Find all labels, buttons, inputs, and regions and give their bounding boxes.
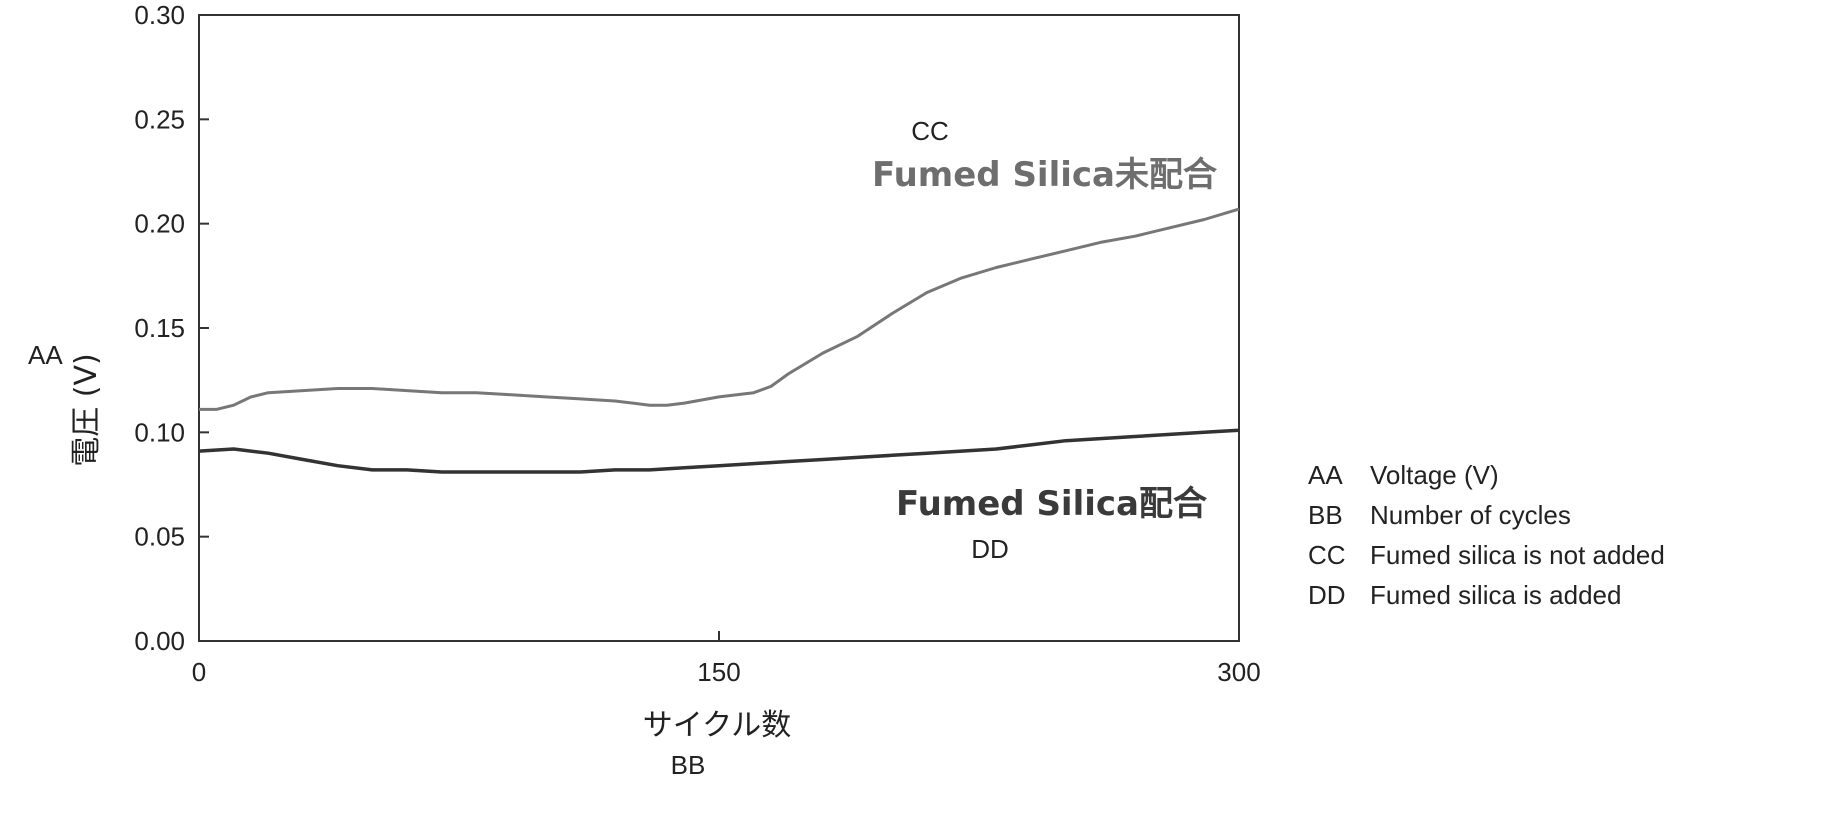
key-code: CC	[1308, 535, 1370, 575]
series-label-dd: Fumed Silica配合	[896, 484, 1207, 524]
key-row-cc: CC Fumed silica is not added	[1308, 535, 1665, 575]
series-lines	[199, 209, 1239, 472]
x-tick-label: 150	[697, 657, 740, 687]
series-code-dd: DD	[971, 534, 1009, 564]
y-tick-label: 0.15	[134, 313, 185, 343]
y-tick-label: 0.20	[134, 209, 185, 239]
y-tick-label: 0.10	[134, 417, 185, 447]
y-tick-label: 0.25	[134, 104, 185, 134]
series-line-dd	[199, 430, 1239, 472]
key-text: Number of cycles	[1370, 495, 1571, 535]
y-tick-label: 0.05	[134, 522, 185, 552]
key-text: Fumed silica is not added	[1370, 535, 1665, 575]
series-label-cc: Fumed Silica未配合	[872, 155, 1217, 195]
x-tick-label: 0	[192, 657, 206, 687]
key-row-aa: AA Voltage (V)	[1308, 455, 1665, 495]
key-code: AA	[1308, 455, 1370, 495]
y-axis-code: AA	[28, 340, 63, 370]
key-row-dd: DD Fumed silica is added	[1308, 575, 1665, 615]
key-code: BB	[1308, 495, 1370, 535]
plot-area-frame	[199, 15, 1239, 641]
code-key: AA Voltage (V) BB Number of cycles CC Fu…	[1308, 455, 1665, 615]
x-axis-ticks: 0 150 300	[192, 631, 1261, 687]
y-tick-label: 0.30	[134, 0, 185, 30]
x-axis-code: BB	[671, 750, 706, 780]
key-text: Fumed silica is added	[1370, 575, 1621, 615]
series-line-cc	[199, 209, 1239, 409]
y-axis-title: 電圧 (V)	[69, 353, 104, 466]
key-text: Voltage (V)	[1370, 455, 1499, 495]
series-code-cc: CC	[911, 116, 949, 146]
x-axis-title: サイクル数	[643, 708, 792, 743]
key-code: DD	[1308, 575, 1370, 615]
key-row-bb: BB Number of cycles	[1308, 495, 1665, 535]
y-axis-ticks: 0.00 0.05 0.10 0.15 0.20 0.25 0.30	[134, 0, 209, 656]
x-tick-label: 300	[1217, 657, 1260, 687]
y-tick-label: 0.00	[134, 626, 185, 656]
